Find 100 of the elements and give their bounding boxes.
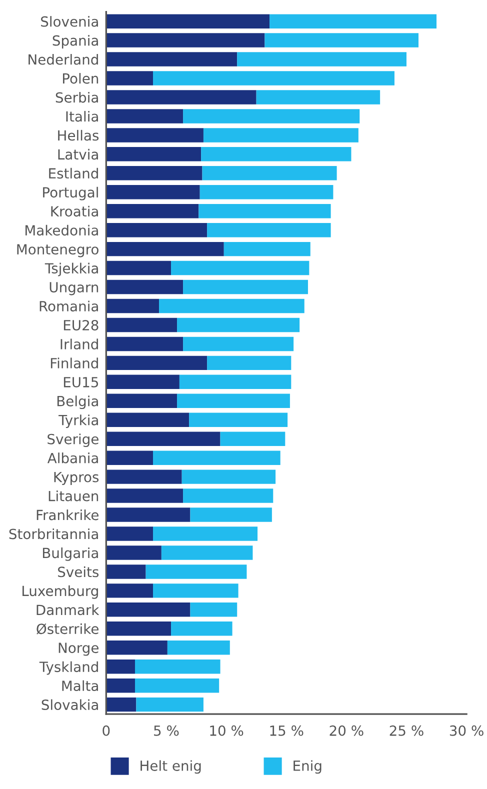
bar (183, 488, 274, 503)
y-tick-label: Romania (40, 300, 98, 312)
bar (106, 280, 184, 294)
bar (106, 526, 154, 541)
bar (200, 185, 334, 200)
bar (201, 147, 352, 162)
y-tick-label: Irland (60, 338, 98, 350)
bar (106, 222, 208, 238)
bar (270, 14, 437, 28)
bar (207, 222, 331, 238)
bar (106, 412, 190, 427)
x-tick-label: 5 % (154, 725, 179, 736)
y-tick-label: Litauen (48, 490, 98, 502)
bar (207, 356, 292, 370)
y-tick-label: Storbritannia (9, 528, 98, 540)
bar (153, 450, 280, 465)
bar (220, 432, 286, 446)
bar (106, 185, 200, 200)
y-tick-label: Sveits (58, 566, 99, 578)
bar (177, 394, 290, 408)
bar (106, 356, 208, 370)
bar (134, 678, 220, 693)
bar (106, 508, 190, 522)
bar (106, 470, 182, 484)
y-tick-label: Belgia (57, 396, 98, 410)
x-tick-label: 0 (102, 725, 110, 736)
bar (106, 394, 178, 408)
bar (202, 166, 337, 180)
y-tick-label: Frankrike (36, 509, 98, 520)
y-tick-label: Tyskland (39, 661, 98, 675)
bar (106, 204, 199, 218)
y-tick-label: Luxemburg (22, 585, 98, 599)
y-tick-label: Kypros (54, 472, 99, 485)
bar (106, 242, 224, 256)
y-tick-label: Montenegro (17, 244, 98, 258)
bar (183, 280, 308, 294)
y-tick-label: Kroatia (51, 206, 98, 217)
y-tick-label: Nederland (28, 54, 98, 65)
y-tick-label: Latvia (58, 148, 98, 160)
bar (106, 584, 154, 598)
bar (106, 260, 172, 276)
y-tick-label: Slovenia (41, 16, 98, 27)
bar (256, 90, 380, 104)
x-tick-label: 25 % (390, 725, 424, 736)
bar (183, 109, 360, 124)
y-tick-label: EU15 (64, 377, 98, 388)
bar (171, 260, 310, 276)
bar (237, 52, 406, 66)
x-tick-label: 15 % (270, 725, 304, 736)
y-tick-label: Bulgaria (42, 547, 98, 561)
bar (179, 374, 292, 390)
bar (264, 33, 418, 48)
bar (106, 450, 154, 465)
bar (224, 242, 310, 256)
y-tick-label: Østerrike (36, 623, 98, 634)
bar (190, 602, 238, 617)
bar (171, 622, 232, 636)
bar (203, 128, 358, 142)
bar (106, 564, 146, 579)
bar (153, 526, 258, 541)
bar (106, 678, 135, 693)
bar (106, 33, 265, 48)
bar (159, 298, 304, 314)
bar (106, 659, 135, 674)
bar (146, 564, 247, 579)
bar (106, 128, 204, 142)
y-tick-label: Portugal (43, 186, 98, 200)
bar (106, 336, 184, 352)
bar (106, 432, 220, 446)
y-tick-label: Norge (58, 642, 98, 656)
bar (182, 470, 276, 484)
y-tick-label: Serbia (56, 92, 98, 103)
x-tick-label: 30 % (450, 725, 484, 736)
y-tick-label: Malta (62, 680, 98, 692)
y-tick-label: EU28 (64, 320, 98, 330)
bar (106, 147, 202, 162)
bar (106, 52, 238, 66)
bar (106, 166, 202, 180)
bar (106, 602, 190, 617)
y-tick-label: Finland (50, 358, 98, 368)
y-tick-label: Slovakia (42, 699, 98, 710)
y-tick-label: Makedonia (26, 224, 98, 236)
legend-label: Enig (294, 760, 322, 774)
y-tick-label: Spania (52, 35, 98, 48)
bar (106, 546, 162, 560)
bar (106, 298, 160, 314)
y-tick-label: Albania (47, 452, 98, 464)
bar (190, 508, 272, 522)
bar (106, 622, 172, 636)
bar (153, 584, 238, 598)
bar (161, 546, 253, 560)
y-tick-label: Sverige (48, 434, 98, 448)
bar (153, 71, 394, 86)
y-tick-label: Tyrkia (58, 414, 98, 428)
bar (106, 14, 270, 28)
y-tick-label: Estland (49, 168, 98, 179)
bar (106, 640, 168, 655)
y-tick-label: Hellas (58, 130, 99, 141)
bar (106, 374, 180, 390)
x-tick-label: 10 % (210, 725, 244, 736)
